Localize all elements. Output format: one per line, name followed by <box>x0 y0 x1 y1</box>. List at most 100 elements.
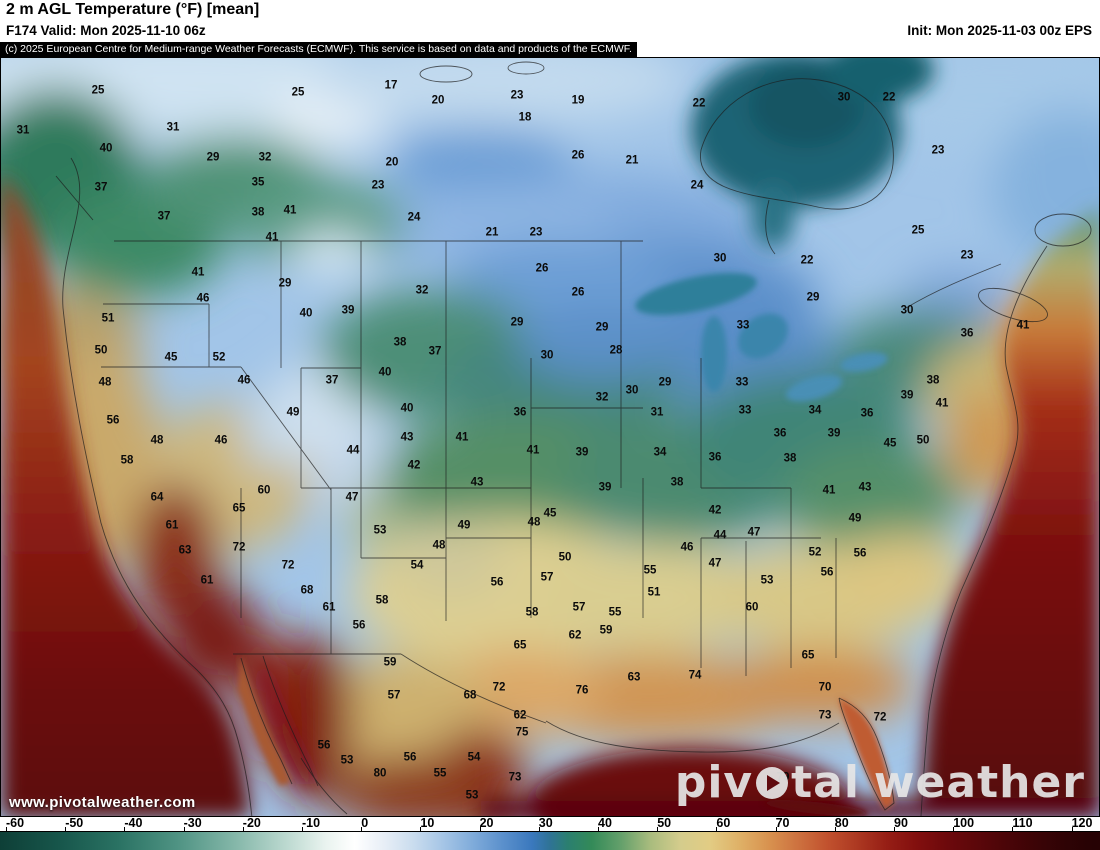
temp-label: 29 <box>595 321 609 334</box>
temp-label: 39 <box>575 446 589 459</box>
pivotal-weather-logo: piv tal weather <box>675 757 1085 808</box>
temp-label: 25 <box>91 84 105 97</box>
colorbar-tick-label: -40 <box>124 816 143 830</box>
colorbar-tick-label: 110 <box>1012 816 1033 830</box>
temp-label: 39 <box>900 389 914 402</box>
copyright-bar: (c) 2025 European Centre for Medium-rang… <box>0 42 637 57</box>
temp-label: 36 <box>708 451 722 464</box>
temp-label: 40 <box>400 402 414 415</box>
temp-label: 47 <box>747 526 761 539</box>
temp-label: 31 <box>650 406 664 419</box>
temp-label: 45 <box>543 507 557 520</box>
temp-label: 62 <box>568 629 582 642</box>
logo-play-triangle-icon <box>767 774 781 791</box>
temp-label: 55 <box>433 767 447 780</box>
temp-label: 47 <box>708 557 722 570</box>
temp-label: 61 <box>165 519 179 532</box>
temp-label: 50 <box>558 551 572 564</box>
temp-label: 41 <box>1016 319 1030 332</box>
temp-label: 73 <box>508 771 522 784</box>
temp-label: 36 <box>960 327 974 340</box>
temp-label: 23 <box>510 89 524 102</box>
colorbar-tick-mark <box>834 827 836 831</box>
temp-label: 32 <box>415 284 429 297</box>
colorbar-tick-mark <box>183 827 185 831</box>
colorbar-tick-mark <box>6 827 7 831</box>
temp-label: 41 <box>283 204 297 217</box>
temp-label: 54 <box>467 751 481 764</box>
temp-label: 20 <box>385 156 399 169</box>
colorbar-tick-label: 20 <box>479 816 494 830</box>
temp-label: 31 <box>166 121 180 134</box>
valid-time-label: F174 Valid: Mon 2025-11-10 06z <box>6 23 206 38</box>
colorbar-tick-label: -50 <box>65 816 84 830</box>
temp-label: 28 <box>609 344 623 357</box>
temp-label: 26 <box>571 149 585 162</box>
temps-layer: 31 25 25 17 20 23 18 19 22 30 22 40 31 29 32 20 26 21 23 37… <box>1 58 1099 816</box>
temp-label: 49 <box>286 406 300 419</box>
temp-label: 43 <box>400 431 414 444</box>
colorbar-labels: -60 -50 -40 -30 -20 -10 0 10 20 30 40 50 60 70 80 90 100… <box>0 817 1100 831</box>
temp-label: 21 <box>485 226 499 239</box>
map-borders <box>55 61 1092 816</box>
temp-label: 32 <box>595 391 609 404</box>
temp-label: 56 <box>317 739 331 752</box>
temp-label: 38 <box>251 206 265 219</box>
temp-label: 57 <box>387 689 401 702</box>
colorbar-tick-mark <box>479 827 481 831</box>
temp-label: 19 <box>571 94 585 107</box>
colorbar-tick-label: 40 <box>598 816 612 830</box>
colorbar-tick-mark <box>775 827 777 831</box>
temp-label: 68 <box>300 584 314 597</box>
temp-label: 24 <box>690 179 704 192</box>
temp-label: 29 <box>510 316 524 329</box>
temp-label: 22 <box>800 254 814 267</box>
temp-label: 76 <box>575 684 589 697</box>
colorbar-tick-mark <box>657 827 659 831</box>
temp-label: 73 <box>818 709 832 722</box>
temp-label: 80 <box>373 767 387 780</box>
temp-label: 37 <box>428 345 442 358</box>
temp-label: 56 <box>490 576 504 589</box>
temp-label: 49 <box>848 512 862 525</box>
temp-label: 52 <box>212 351 226 364</box>
temp-label: 64 <box>150 491 164 504</box>
temp-label: 41 <box>935 397 949 410</box>
colorbar-tick-label: 80 <box>834 816 849 830</box>
colorbar-tick-mark <box>302 827 303 831</box>
colorbar-tick-label: -60 <box>6 816 25 830</box>
temp-label: 40 <box>378 366 392 379</box>
temp-label: 56 <box>403 751 417 764</box>
colorbar-tick-label: 50 <box>657 816 672 830</box>
temp-label: 34 <box>808 404 822 417</box>
temp-label: 41 <box>822 484 836 497</box>
temp-label: 38 <box>393 336 407 349</box>
temp-label: 25 <box>291 86 305 99</box>
temp-label: 18 <box>518 111 532 124</box>
temp-label: 21 <box>625 154 639 167</box>
temp-label: 31 <box>16 124 30 137</box>
temp-label: 25 <box>911 224 925 237</box>
temp-label: 70 <box>818 681 832 694</box>
colorbar-tick-mark <box>1071 827 1073 831</box>
temp-label: 23 <box>529 226 543 239</box>
temp-label: 43 <box>858 481 872 494</box>
colorbar: -60 -50 -40 -30 -20 -10 0 10 20 30 40 50 60 70 80 90 100… <box>0 817 1100 850</box>
temp-label: 65 <box>232 502 246 515</box>
logo-text-tal: tal <box>791 757 860 808</box>
colorbar-tick-mark <box>361 827 363 831</box>
temp-label: 51 <box>101 312 115 325</box>
temp-label: 45 <box>883 437 897 450</box>
temp-label: 36 <box>773 427 787 440</box>
colorbar-tick-mark <box>420 827 422 831</box>
temp-label: 53 <box>760 574 774 587</box>
temp-label: 58 <box>375 594 389 607</box>
page-title: 2 m AGL Temperature (°F) [mean] <box>6 1 260 18</box>
temp-label: 41 <box>526 444 540 457</box>
colorbar-tick-label: 100 <box>953 816 975 830</box>
colorbar-tick-mark <box>1012 827 1014 831</box>
temp-label: 33 <box>738 404 752 417</box>
temp-label: 46 <box>214 434 228 447</box>
temp-label: 59 <box>383 656 397 669</box>
temp-label: 38 <box>926 374 940 387</box>
